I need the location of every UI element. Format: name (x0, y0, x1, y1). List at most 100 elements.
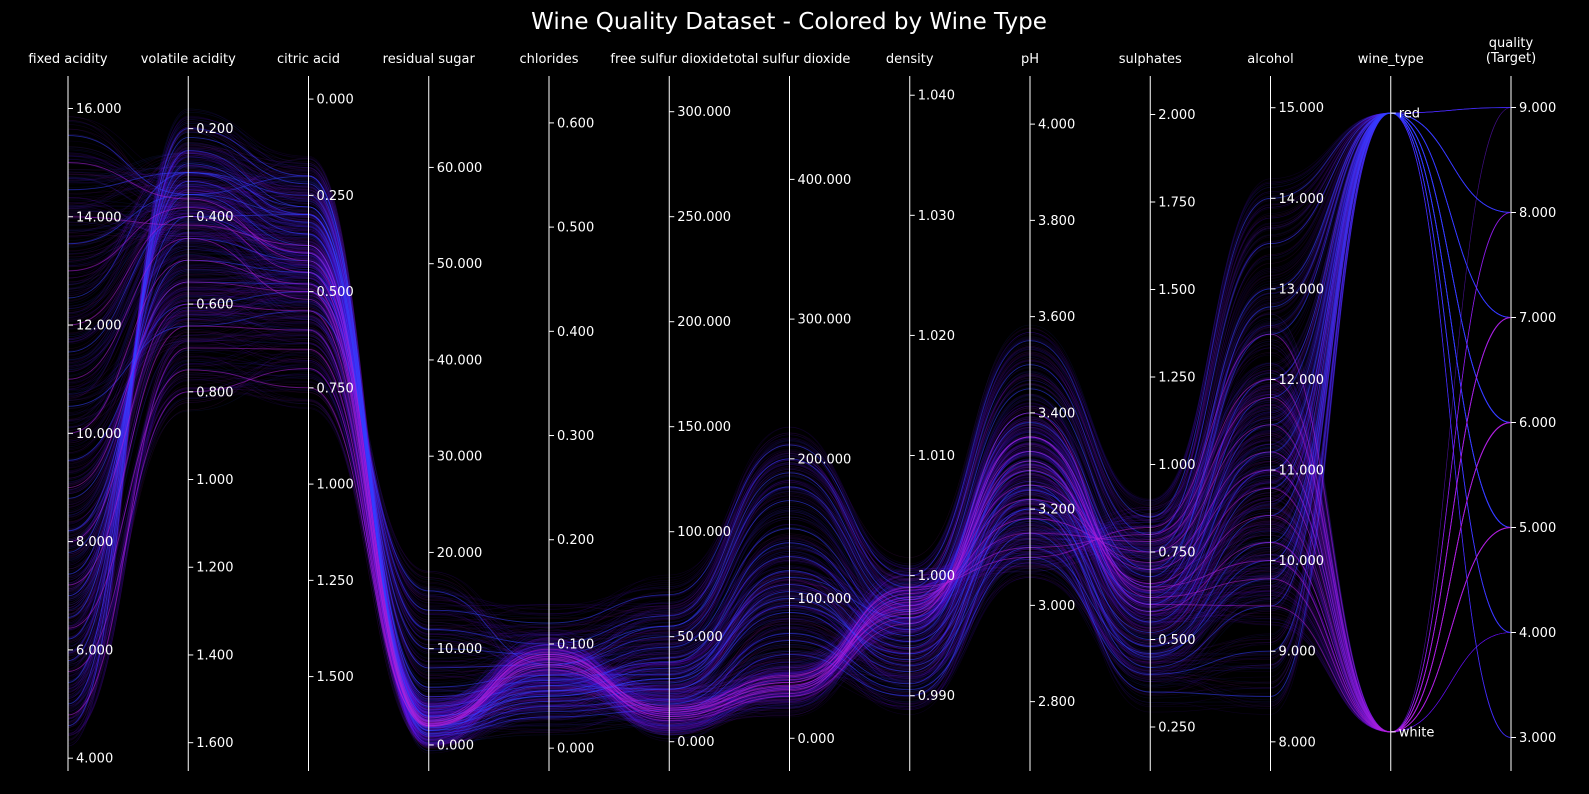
axis-tick-label: 30.000 (437, 450, 483, 465)
sample-line (67, 112, 1512, 752)
sample-line (67, 112, 1512, 734)
sample-line (67, 107, 1512, 640)
chart-title: Wine Quality Dataset - Colored by Wine T… (531, 9, 1047, 35)
sample-line (67, 112, 1512, 700)
profile-line (67, 347, 1512, 733)
sample-line (67, 112, 1512, 717)
axis-tick-label: 11.000 (1279, 464, 1325, 479)
sample-line (67, 112, 1512, 712)
profile-line (67, 215, 1512, 733)
axis-name-label: pH (1021, 52, 1039, 67)
sample-line (67, 256, 1512, 734)
sample-line (67, 112, 1512, 725)
sample-line (67, 112, 1512, 647)
axis-tick-label: 3.200 (1038, 503, 1075, 518)
sample-line (67, 112, 1512, 672)
sample-line (67, 287, 1512, 733)
sample-line (67, 107, 1512, 660)
sample-line (67, 112, 1512, 743)
axis-tick-label: 15.000 (1279, 101, 1325, 116)
sample-line (67, 112, 1512, 668)
sample-line (67, 112, 1512, 722)
profile-line (67, 112, 1512, 731)
axis-tick-label: 9.000 (1519, 101, 1556, 116)
sample-line (67, 112, 1512, 745)
axis-tick-label: 0.500 (317, 285, 354, 300)
sample-line (67, 112, 1512, 734)
sample-line (67, 111, 1512, 729)
sample-line (67, 112, 1512, 655)
sample-line (67, 215, 1512, 733)
axis-name-label: citric acid (277, 52, 340, 67)
sample-line (67, 112, 1512, 715)
axis-tick-label: 0.500 (1158, 633, 1195, 648)
axis-tick-label: 0.500 (557, 221, 594, 236)
sample-line (67, 257, 1512, 733)
axis-name-label: (Target) (1486, 51, 1536, 66)
axis-tick-label: 50.000 (677, 630, 723, 645)
sample-line (67, 112, 1512, 713)
sample-line (67, 112, 1512, 730)
sample-line (67, 223, 1512, 734)
sample-line (67, 112, 1512, 689)
sample-line (67, 112, 1512, 745)
axis-residual-sugar: residual sugar 0.000 10.000 20.000 30.000 40.… (383, 52, 483, 771)
sample-line (67, 214, 1512, 733)
sample-line (67, 112, 1512, 699)
sample-line (67, 112, 1512, 717)
axis-name-label: residual sugar (383, 52, 476, 67)
sample-line (67, 112, 1512, 711)
axis-tick-label: 16.000 (76, 102, 122, 117)
axis-tick-label: 14.000 (1279, 192, 1325, 207)
profile-line (67, 112, 1512, 698)
profile-line (67, 207, 1512, 733)
axis-tick-label: 1.000 (918, 569, 955, 584)
sample-line (67, 112, 1512, 669)
sample-line (67, 355, 1512, 733)
profile-line (67, 112, 1512, 731)
sample-line (67, 331, 1512, 733)
profile-line (67, 112, 1512, 717)
sample-line (67, 107, 1512, 745)
sample-line (67, 112, 1512, 713)
sample-line (67, 112, 1512, 724)
sample-line (67, 112, 1512, 711)
sample-line (67, 110, 1512, 747)
sample-line (67, 227, 1512, 733)
axis-tick-label: white (1399, 725, 1435, 740)
sample-line (67, 112, 1512, 727)
axis-tick-label: 3.800 (1038, 214, 1075, 229)
axis-alcohol: alcohol 8.000 9.000 10.000 11.000 12.000 13.00… (1247, 52, 1324, 771)
axis-tick-label: 0.250 (317, 189, 354, 204)
sample-line (67, 112, 1512, 741)
axis-tick-label: 2.000 (1158, 108, 1195, 123)
axis-tick-label: 0.800 (196, 385, 233, 400)
axis-tick-label: 1.000 (317, 478, 354, 493)
sample-line (67, 347, 1512, 740)
axis-tick-label: 13.000 (1279, 282, 1325, 297)
sample-line (67, 107, 1512, 664)
sample-line (67, 112, 1512, 706)
sample-line (67, 112, 1512, 689)
axis-name-label: wine_type (1358, 52, 1424, 67)
profile-line (67, 237, 1512, 733)
sample-line (67, 112, 1512, 671)
axis-free-sulfur-dioxide: free sulfur dioxide 0.000 50.000 100.000 150… (610, 52, 731, 771)
sample-line (67, 112, 1512, 615)
profile-line (67, 112, 1512, 727)
sample-line (67, 287, 1512, 733)
sample-line (67, 296, 1512, 733)
axis-tick-label: 0.000 (677, 735, 714, 750)
axis-name-label: total sulfur dioxide (729, 52, 851, 67)
sample-line (67, 112, 1512, 738)
sample-line (67, 215, 1512, 737)
sample-line (67, 112, 1512, 723)
sample-line (67, 162, 1512, 733)
axis-tick-label: 3.600 (1038, 310, 1075, 325)
axis-tick-label: 1.500 (317, 670, 354, 685)
sample-line (67, 112, 1512, 669)
axis-tick-label: red (1399, 107, 1420, 122)
axis-tick-label: 6.000 (1519, 416, 1556, 431)
